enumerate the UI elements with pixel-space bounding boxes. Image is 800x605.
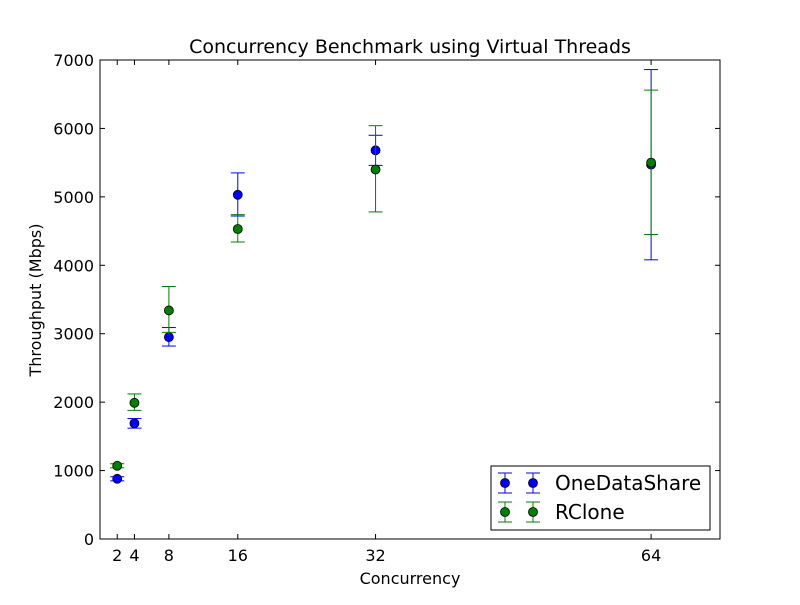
- y-tick-label: 2000: [53, 393, 94, 412]
- y-tick-label: 5000: [53, 188, 94, 207]
- legend-item-1: RClone: [498, 500, 625, 524]
- legend-marker: [500, 507, 510, 517]
- y-tick-label: 6000: [53, 119, 94, 138]
- legend: OneDataShare RClone: [490, 465, 711, 531]
- legend-label: RClone: [555, 500, 625, 524]
- y-tick-label: 7000: [53, 51, 94, 70]
- plot-area-border: [99, 59, 721, 540]
- legend-marker: [500, 478, 510, 488]
- series-layer: [110, 69, 659, 484]
- data-point: [163, 305, 174, 316]
- data-point: [129, 418, 140, 429]
- series-1: [110, 89, 659, 471]
- data-point: [112, 473, 123, 484]
- chart-title: Concurrency Benchmark using Virtual Thre…: [189, 36, 631, 58]
- legend-item-0: OneDataShare: [498, 471, 701, 495]
- x-tick-label: 32: [365, 546, 385, 565]
- axes-frame: [99, 59, 721, 540]
- y-tick-label: 1000: [53, 462, 94, 481]
- legend-box: [490, 465, 711, 531]
- data-point: [370, 164, 381, 175]
- data-point: [163, 332, 174, 343]
- legend-marker: [528, 507, 538, 517]
- data-point: [112, 460, 123, 471]
- x-tick-label: 4: [129, 546, 139, 565]
- ticks: 2 4 8 16 32 64 0 1000 2000 3000 4000 5000 6000 7000: [53, 51, 720, 565]
- y-tick-label: 4000: [53, 256, 94, 275]
- data-point: [232, 189, 243, 200]
- x-tick-label: 8: [164, 546, 174, 565]
- y-tick-label: 3000: [53, 325, 94, 344]
- legend-label: OneDataShare: [555, 471, 701, 495]
- x-tick-label: 2: [112, 546, 122, 565]
- series-0: [110, 69, 659, 484]
- data-point: [232, 224, 243, 234]
- y-axis-title: Throughput (Mbps): [26, 224, 45, 378]
- data-point: [646, 157, 657, 168]
- x-tick-label: 16: [228, 546, 248, 565]
- x-tick-label: 64: [641, 546, 661, 565]
- y-tick-label: 0: [84, 530, 94, 549]
- legend-marker: [528, 478, 538, 488]
- x-axis-title: Concurrency: [360, 569, 461, 588]
- data-point: [129, 397, 140, 408]
